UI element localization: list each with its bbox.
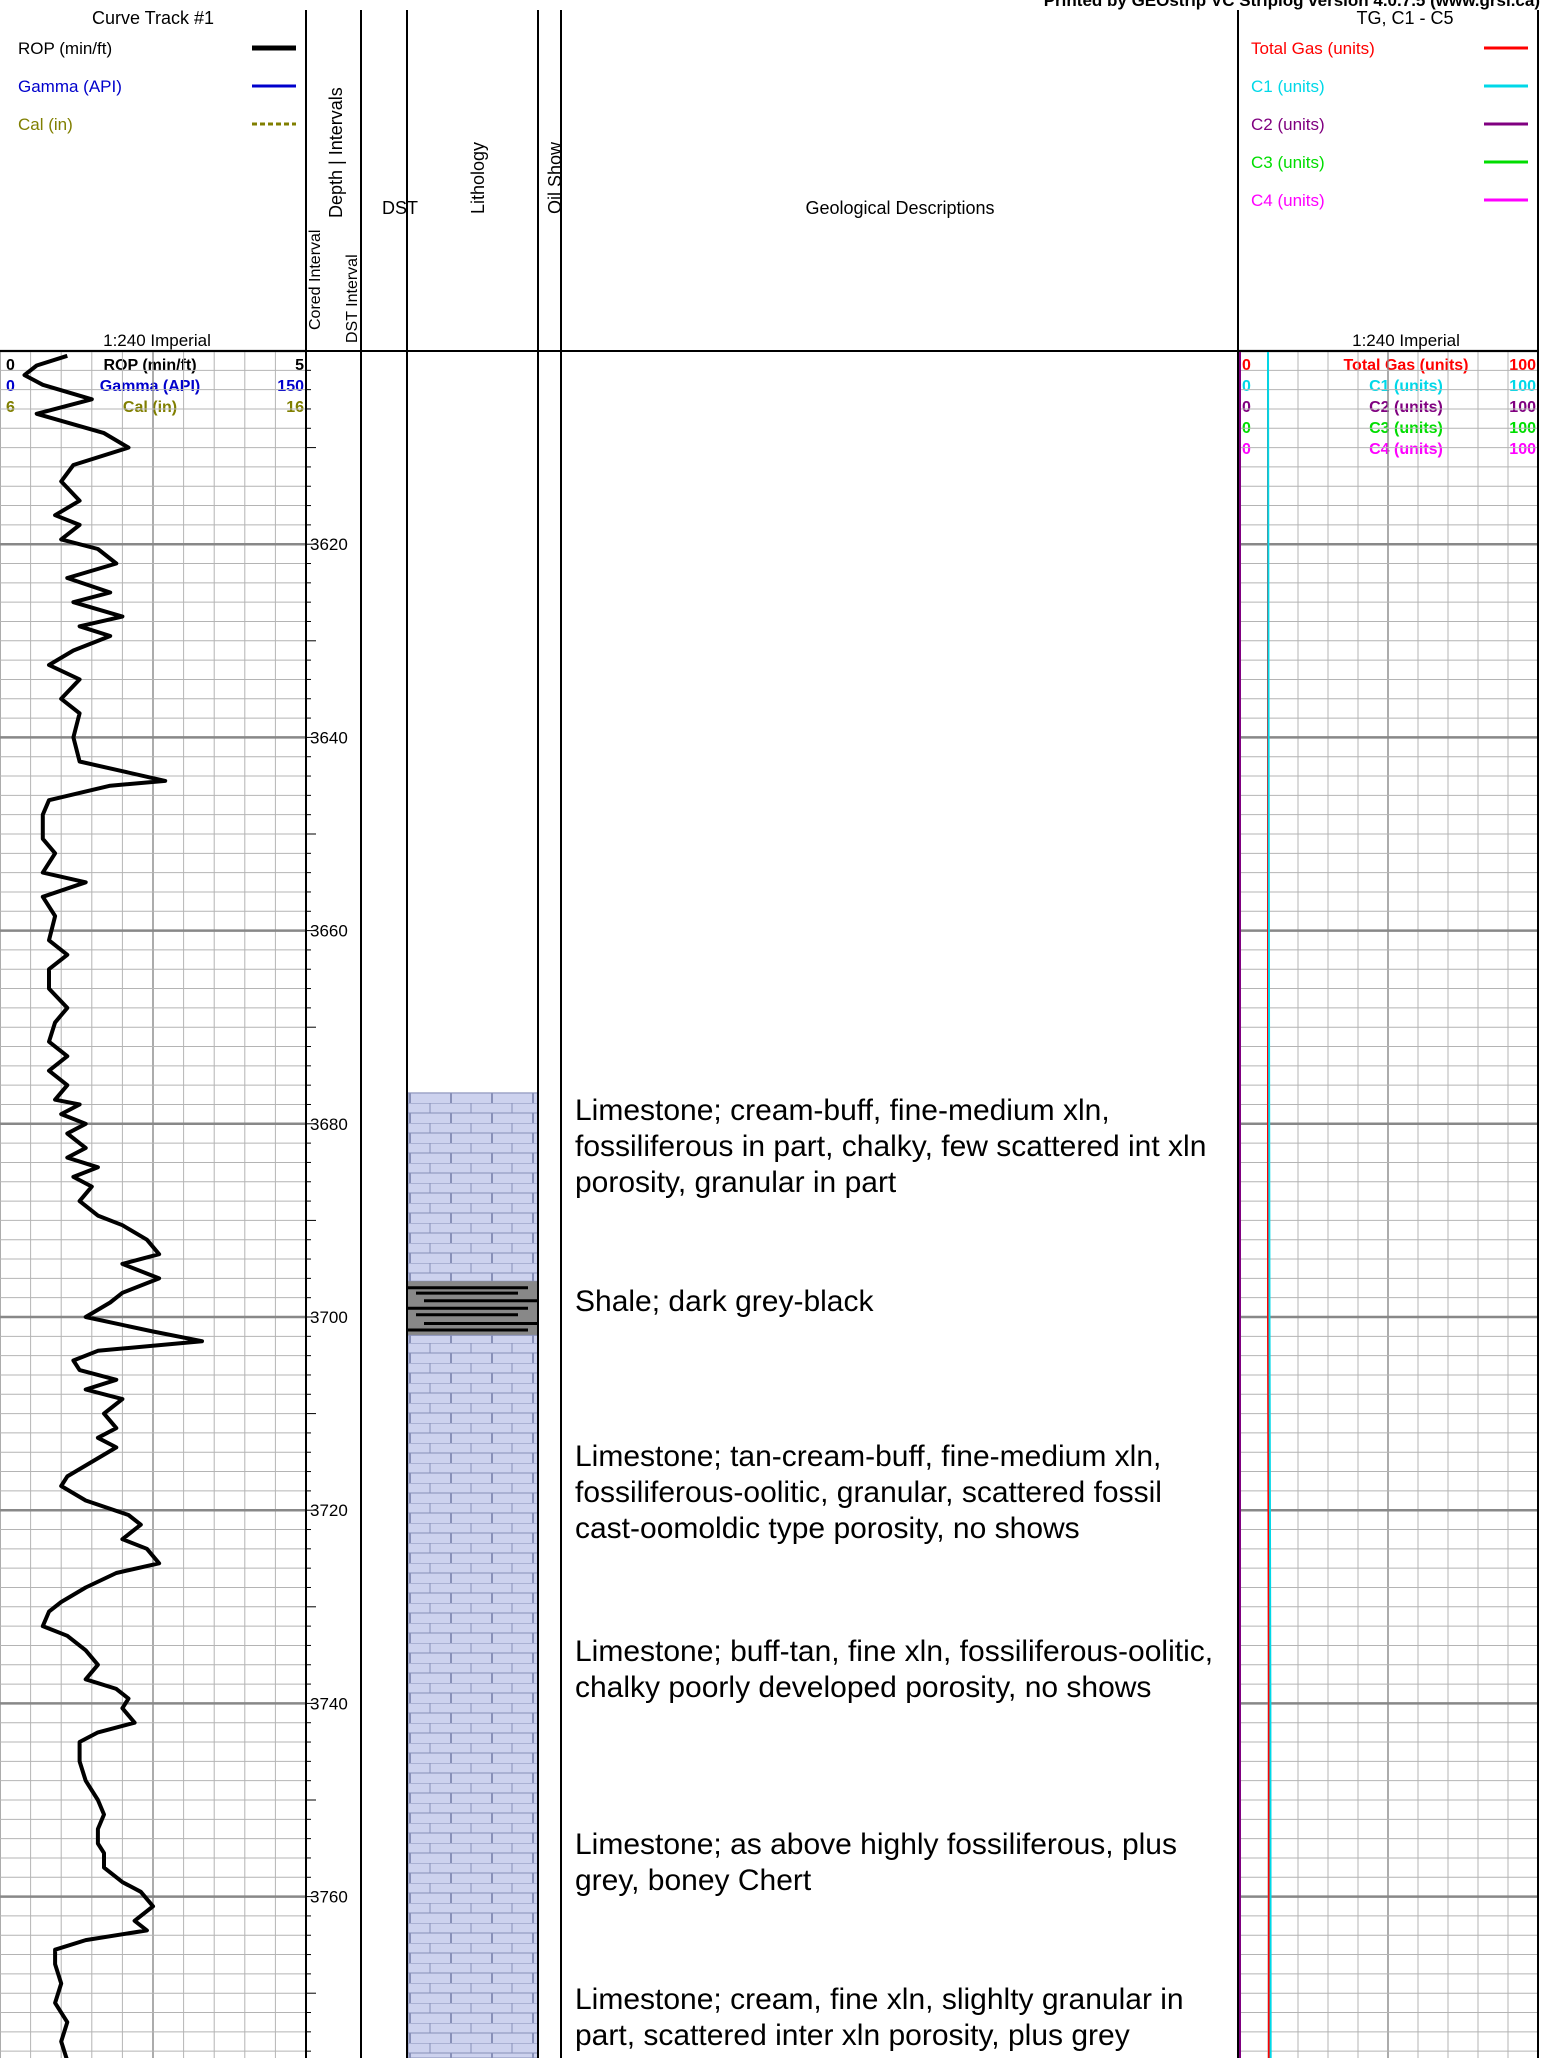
legend-label: ROP (min/ft) [18,39,112,58]
gas-track-grid [1237,349,1539,2058]
scale-min: 0 [1242,441,1251,458]
curve-track-grid [0,349,307,2058]
gas-track-scale-label: 1:240 Imperial [1352,331,1460,350]
gas-track-title: TG, C1 - C5 [1356,8,1453,28]
scale-min: 0 [1242,399,1251,416]
scale-name: C2 (units) [1369,399,1443,416]
lithology-column [407,1092,539,2058]
depth-label: 3760 [310,1888,348,1907]
curve-track-scale-label: 1:240 Imperial [103,331,211,350]
geological-description: Limestone; as above highly fossiliferous… [575,1828,1177,1897]
geological-description: Limestone; buff-tan, fine xln, fossilife… [575,1635,1214,1704]
lithology-header: Lithology [468,142,488,214]
depth-label: 3620 [310,535,348,554]
cored-interval-header: Cored Interval [307,230,324,331]
curve-rop [22,353,204,2058]
dst-header: DST [382,198,418,218]
lithology-limestone [407,1334,539,2058]
depth-intervals-header: Depth | Intervals [326,87,346,218]
geological-description: Limestone; cream-buff, fine-medium xln, … [575,1094,1207,1199]
depth-scale: 3620 3640 3660 3680 3700 3720 3740 3760 [306,350,348,2052]
scale-name: Cal (in) [123,399,177,416]
curve-track-title: Curve Track #1 [92,8,214,28]
scale-max: 100 [1509,378,1536,395]
scale-min: 0 [6,378,15,395]
depth-label: 3680 [310,1115,348,1134]
scale-max: 150 [277,378,304,395]
curve-c1 [1267,350,1272,2058]
depth-label: 3700 [310,1308,348,1327]
track-borders [0,10,1539,2058]
dst-interval-header: DST Interval [344,254,361,343]
legend-label: Cal (in) [18,115,73,134]
scale-min: 6 [6,399,15,416]
legend-label: C1 (units) [1251,77,1325,96]
scale-min: 0 [1242,357,1251,374]
scale-max: 100 [1509,441,1536,458]
curve-track-legend: ROP (min/ft) Gamma (API) Cal (in) [18,39,296,134]
log-curves [22,350,1272,2058]
gas-track-legend: Total Gas (units) C1 (units) C2 (units) C3 … [1251,39,1528,210]
depth-label: 3640 [310,728,348,747]
geological-descriptions-header: Geological Descriptions [805,198,994,218]
lithology-limestone [407,1092,539,1282]
scale-min: 0 [6,357,15,374]
scale-max: 100 [1509,399,1536,416]
depth-label: 3720 [310,1501,348,1520]
scale-name: Total Gas (units) [1343,357,1468,374]
legend-label: C4 (units) [1251,191,1325,210]
scale-name: Gamma (API) [100,378,200,395]
scale-name: C4 (units) [1369,441,1443,458]
geological-description: Limestone; tan-cream-buff, fine-medium x… [575,1440,1162,1545]
gas-track-scales: 0 Total Gas (units) 100 0 C1 (units) 100 0 C2 (… [1242,357,1536,458]
depth-label: 3660 [310,922,348,941]
curve-track-scales: 0 ROP (min/ft) 5 0 Gamma (API) 150 6 Cal (in) 16 [6,357,304,416]
legend-label: C3 (units) [1251,153,1325,172]
printed-by-note: Printed by GEOstrip VC Striplog version … [1044,0,1540,10]
scale-min: 0 [1242,378,1251,395]
scale-max: 5 [295,357,304,374]
scale-name: ROP (min/ft) [103,357,196,374]
geological-description: Limestone; cream, fine xln, slighlty gra… [575,1983,1184,2052]
legend-label: Total Gas (units) [1251,39,1375,58]
depth-label: 3740 [310,1694,348,1713]
scale-name: C1 (units) [1369,378,1443,395]
legend-label: Gamma (API) [18,77,122,96]
scale-max: 16 [286,399,304,416]
legend-label: C2 (units) [1251,115,1325,134]
scale-max: 100 [1509,357,1536,374]
geological-description: Shale; dark grey-black [575,1285,874,1318]
